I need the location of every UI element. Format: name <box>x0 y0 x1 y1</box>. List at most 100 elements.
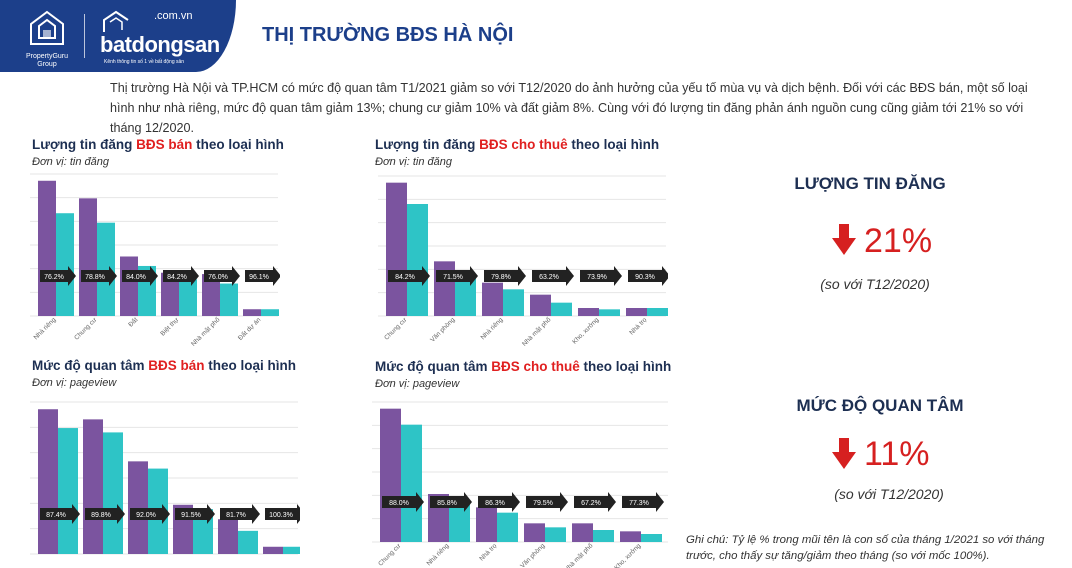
ratio-arrow-icon <box>85 504 125 524</box>
ratio-arrow-icon <box>40 504 80 524</box>
category-label: Kho, xưởng <box>613 541 643 568</box>
chart-4-unit: Đơn vị: pageview <box>375 378 460 390</box>
ratio-arrow-icon <box>122 266 158 286</box>
bar-prev-month <box>530 294 551 316</box>
ratio-label: 85.8% <box>437 500 457 507</box>
bar-prev-month <box>83 419 103 554</box>
ratio-label: 67.2% <box>581 500 601 507</box>
category-label: Văn phòng <box>429 316 456 343</box>
chart-rent-listings: 84.2% Chung cư 71.5% Văn phòng 79.8% Nhà riên… <box>378 175 668 348</box>
ratio-arrow-icon <box>622 492 664 512</box>
ratio-label: 78.8% <box>85 274 105 281</box>
bar-current-month <box>497 512 518 542</box>
bar-prev-month <box>386 182 407 316</box>
bar-prev-month <box>38 409 58 554</box>
propertyguru-house-icon <box>30 10 64 45</box>
ratio-arrow-icon <box>175 504 215 524</box>
ratio-arrow-icon <box>628 266 668 286</box>
bar-current-month <box>593 530 614 542</box>
bar-current-month <box>503 289 524 316</box>
ratio-arrow-icon <box>436 266 478 286</box>
logo-divider <box>84 14 85 58</box>
ratio-label: 79.8% <box>491 274 511 281</box>
ratio-arrow-icon <box>130 504 170 524</box>
ratio-label: 63.2% <box>539 274 559 281</box>
category-label: Nhà riêng <box>480 316 505 341</box>
category-label: Chung cư <box>73 316 99 342</box>
ratio-label: 77.3% <box>629 500 649 507</box>
ratio-label: 84.0% <box>126 274 146 281</box>
bar-current-month <box>103 432 123 554</box>
bar-current-month <box>641 534 662 542</box>
category-label: Chung cư <box>377 542 403 568</box>
category-label: Nhà trọ <box>628 316 648 336</box>
ratio-label: 88.0% <box>389 500 409 507</box>
bar-current-month <box>401 424 422 542</box>
bar-prev-month <box>380 408 401 542</box>
bar-prev-month <box>128 461 148 554</box>
down-arrow-icon <box>832 224 856 255</box>
propertyguru-logo[interactable]: PropertyGuru Group <box>22 10 72 68</box>
category-label: Nhà riêng <box>33 316 58 341</box>
ratio-label: 89.8% <box>91 512 111 519</box>
category-label: Biệt thự <box>159 316 181 338</box>
ratio-arrow-icon <box>163 266 199 286</box>
kpi-listings-value: 21% <box>864 222 933 260</box>
ratio-arrow-icon <box>484 266 526 286</box>
ratio-arrow-icon <box>382 492 424 512</box>
bar-prev-month <box>79 198 97 316</box>
ratio-label: 90.3% <box>635 274 655 281</box>
batdongsan-domain: .com.vn <box>154 10 193 22</box>
category-label: Chung cư <box>383 316 409 342</box>
bar-prev-month <box>243 309 261 316</box>
bar-current-month <box>58 428 78 554</box>
bar-current-month <box>283 546 300 554</box>
kpi-listings-note: (so với T12/2020) <box>820 276 930 292</box>
bar-prev-month <box>626 308 647 316</box>
kpi-interest-note: (so với T12/2020) <box>834 486 944 502</box>
bar-prev-month <box>482 282 503 316</box>
bar-prev-month <box>218 519 238 554</box>
ratio-label: 91.5% <box>181 512 201 519</box>
intro-paragraph: Thị trường Hà Nội và TP.HCM có mức độ qu… <box>110 81 1028 135</box>
chart-rent-interest: 88.0% Chung cư 85.8% Nhà riêng 86.3% Nhà trọ 7… <box>372 401 668 568</box>
bar-prev-month <box>578 308 599 316</box>
category-label: Đất dự án <box>236 315 263 342</box>
ratio-label: 79.5% <box>533 500 553 507</box>
bar-prev-month <box>263 546 283 554</box>
bar-current-month <box>545 527 566 542</box>
chart-1-unit: Đơn vị: tin đăng <box>32 156 109 168</box>
page-title: THỊ TRƯỜNG BĐS HÀ NỘI <box>262 24 514 46</box>
ratio-arrow-icon <box>265 504 300 524</box>
ratio-arrow-icon <box>574 492 616 512</box>
bar-current-month <box>407 204 428 316</box>
ratio-label: 92.0% <box>136 512 156 519</box>
ratio-label: 100.3% <box>269 512 293 519</box>
chart-2-title: Lượng tin đăng BĐS cho thuê theo loại hì… <box>375 137 660 152</box>
batdongsan-house-icon <box>103 10 129 32</box>
bar-prev-month <box>434 261 455 316</box>
bar-prev-month <box>620 531 641 542</box>
ratio-label: 81.7% <box>226 512 246 519</box>
kpi-listings-label: LƯỢNG TIN ĐĂNG <box>794 174 946 193</box>
ratio-label: 76.0% <box>208 274 228 281</box>
ratio-label: 84.2% <box>167 274 187 281</box>
bar-current-month <box>261 309 279 316</box>
chart-3-unit: Đơn vị: pageview <box>32 377 117 389</box>
chart-2-unit: Đơn vị: tin đăng <box>375 156 452 168</box>
ratio-arrow-icon <box>580 266 622 286</box>
ratio-arrow-icon <box>40 266 76 286</box>
ratio-arrow-icon <box>532 266 574 286</box>
ratio-arrow-icon <box>478 492 520 512</box>
chart-sale-interest: 87.4% 89.8% 92.0% 91.5% 81.7% 100.3% <box>30 401 300 555</box>
bar-prev-month <box>120 256 138 316</box>
batdongsan-wordmark: batdongsan <box>100 32 220 57</box>
bar-prev-month <box>476 507 497 542</box>
category-label: Nhà mặt phố <box>562 541 595 568</box>
category-label: Nhà mặt phố <box>189 315 222 348</box>
ratio-label: 86.3% <box>485 500 505 507</box>
category-label: Kho, xưởng <box>571 315 601 345</box>
chart-sale-listings: 76.2% Nhà riêng 78.8% Chung cư 84.0% Đất 84.2%… <box>30 173 280 348</box>
ratio-arrow-icon <box>220 504 260 524</box>
bar-current-month <box>647 308 668 316</box>
